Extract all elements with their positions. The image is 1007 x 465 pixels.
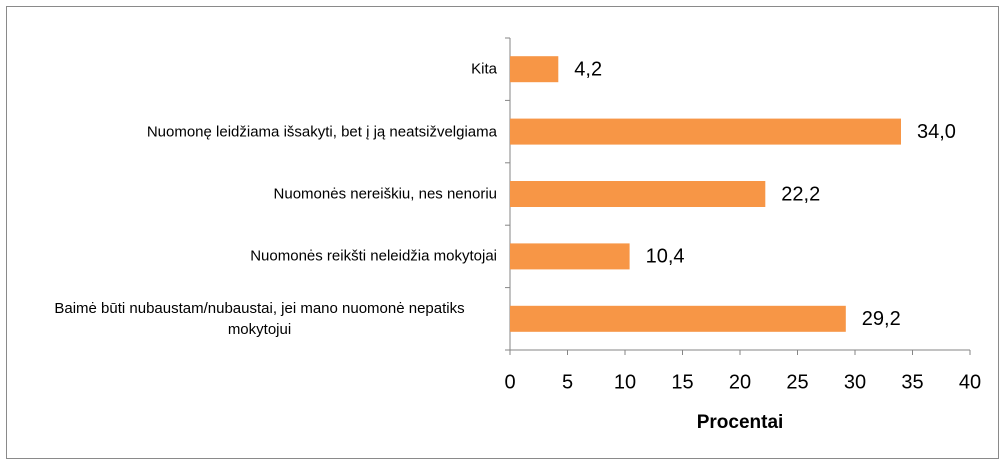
x-axis-title: Procentai — [697, 412, 784, 433]
data-label: 10,4 — [646, 246, 685, 268]
y-tick-label: Baimė būti nubaustam/nubaustai, jei mano… — [54, 299, 465, 338]
bar — [510, 181, 766, 207]
x-tick-label: 40 — [959, 371, 981, 393]
y-tick-label: Nuomonės nereiškiu, nes nenoriu — [273, 185, 497, 203]
bar — [510, 305, 846, 332]
category-label-box: Nuomonės nereiškiu, nes nenoriu — [274, 184, 497, 205]
x-tick-label: 20 — [729, 371, 751, 393]
x-tick-label: 30 — [844, 371, 866, 393]
bar — [510, 56, 559, 83]
x-tick-label: 15 — [671, 371, 693, 393]
x-tick-label: 25 — [786, 371, 808, 393]
data-label: 29,2 — [862, 308, 901, 330]
category-label-box: Baimė būti nubaustam/nubaustai, jei mano… — [22, 298, 497, 340]
data-label: 34,0 — [917, 121, 956, 143]
bar — [510, 243, 630, 270]
category-label-box: Kita — [471, 59, 497, 80]
y-tick-label: Nuomonės reikšti neleidžia mokytojai — [250, 247, 497, 265]
x-tick-label: 5 — [562, 371, 573, 393]
category-label-box: Nuomonę leidžiama išsakyti, bet į ją nea… — [147, 121, 497, 142]
bar — [510, 118, 901, 145]
y-tick-label: Nuomonę leidžiama išsakyti, bet į ją nea… — [146, 123, 497, 141]
chart-frame — [6, 6, 999, 459]
category-label-box: Nuomonės reikšti neleidžia mokytojai — [250, 246, 497, 267]
x-tick-label: 0 — [504, 371, 515, 393]
y-tick-label: Kita — [471, 60, 497, 78]
x-tick-label: 35 — [901, 371, 923, 393]
x-tick-label: 10 — [614, 371, 636, 393]
data-label: 22,2 — [781, 183, 820, 205]
data-label: 4,2 — [574, 58, 602, 80]
